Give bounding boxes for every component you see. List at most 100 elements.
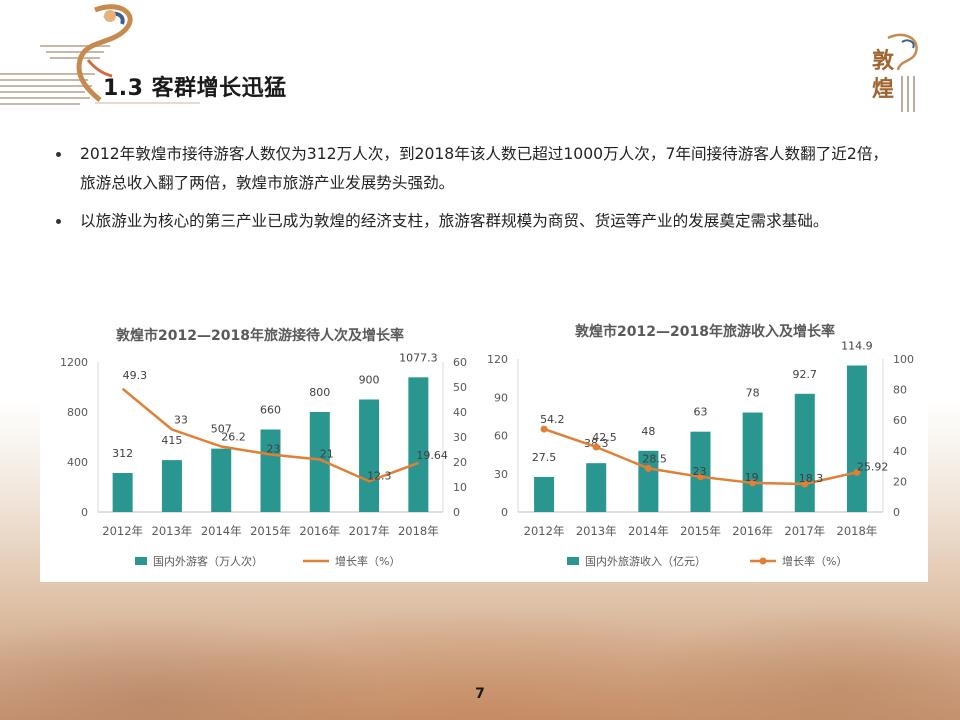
visitors-y-left-tick-label: 1200 xyxy=(60,356,88,369)
visitors-bar-value-label: 312 xyxy=(112,447,133,460)
chart-title-revenue: 敦煌市2012—2018年旅游收入及增长率 xyxy=(575,324,835,340)
visitors-legend-line-label: 增长率（%） xyxy=(335,554,400,568)
visitors-y-right-tick-label: 60 xyxy=(453,356,467,369)
revenue-bar-value-label: 63 xyxy=(694,406,708,419)
revenue-x-tick-label: 2014年 xyxy=(628,524,669,538)
revenue-y-right-tick-label: 0 xyxy=(893,506,900,519)
revenue-growth-value-label: 18.3 xyxy=(799,472,824,485)
revenue-growth-value-label: 19 xyxy=(745,471,759,484)
visitors-growth-value-label: 19.64 xyxy=(416,449,448,462)
visitors-growth-value-label: 26.2 xyxy=(221,431,246,444)
revenue-y-right-tick-label: 80 xyxy=(893,384,907,397)
decorative-flying-apsara xyxy=(0,4,200,105)
visitors-y-left-tick-label: 0 xyxy=(81,506,88,519)
visitors-y-right-tick-label: 40 xyxy=(453,406,467,419)
revenue-y-right-tick-label: 100 xyxy=(893,353,914,366)
visitors-growth-value-label: 23 xyxy=(267,443,281,456)
revenue-growth-value-label: 23 xyxy=(693,465,707,478)
revenue-growth-marker xyxy=(540,425,548,433)
revenue-y-right-tick-label: 20 xyxy=(893,475,907,488)
slide-title: 1.3 客群增长迅猛 xyxy=(103,76,287,101)
revenue-legend-line-marker xyxy=(759,557,767,565)
visitors-growth-line xyxy=(121,387,419,483)
visitors-bar xyxy=(408,377,429,512)
visitors-bar-value-label: 900 xyxy=(359,374,380,387)
visitors-x-tick-label: 2018年 xyxy=(398,524,439,538)
revenue-x-tick-label: 2013年 xyxy=(576,524,617,538)
revenue-growth-marker xyxy=(853,468,861,476)
visitors-x-tick-label: 2012年 xyxy=(102,524,143,538)
revenue-bar-value-label: 92.7 xyxy=(793,368,818,381)
revenue-y-right-tick-label: 40 xyxy=(893,445,907,458)
visitors-growth-value-label: 49.3 xyxy=(123,369,147,382)
visitors-growth-value-label: 33 xyxy=(174,414,188,427)
revenue-growth-value-label: 28.5 xyxy=(642,452,667,465)
revenue-x-tick-label: 2012年 xyxy=(524,524,565,538)
revenue-y-left-tick-label: 0 xyxy=(501,506,508,519)
visitors-bar xyxy=(112,473,133,512)
page-number: 7 xyxy=(475,686,485,702)
visitors-y-right-tick-label: 20 xyxy=(453,456,467,469)
revenue-bar xyxy=(846,365,867,512)
visitors-legend-bar-swatch xyxy=(135,557,147,565)
chart-title-visitors: 敦煌市2012—2018年旅游接待人次及增长率 xyxy=(116,328,404,344)
revenue-bar-value-label: 27.5 xyxy=(532,451,557,464)
bullet-text: 2012年敦煌市接待游客人数仅为312万人次，到2018年该人数已超过1000万… xyxy=(80,145,889,192)
revenue-growth-marker xyxy=(592,443,600,451)
visitors-y-right-tick-label: 50 xyxy=(453,381,467,394)
bullet-item: 以旅游业为核心的第三产业已成为敦煌的经济支柱，旅游客群规模为商贸、货运等产业的发… xyxy=(52,207,902,236)
revenue-growth-marker xyxy=(801,480,809,488)
bullet-list: 2012年敦煌市接待游客人数仅为312万人次，到2018年该人数已超过1000万… xyxy=(52,140,902,245)
revenue-y-left-tick-label: 60 xyxy=(494,430,508,443)
visitors-bar-value-label: 660 xyxy=(260,404,281,417)
bullet-dot xyxy=(56,152,61,157)
visitors-y-left-tick-label: 400 xyxy=(67,456,88,469)
revenue-growth-marker xyxy=(697,473,704,481)
revenue-growth-marker xyxy=(749,479,757,487)
visitors-bar-value-label: 800 xyxy=(309,386,330,399)
revenue-growth-value-label: 54.2 xyxy=(540,413,565,426)
visitors-bar xyxy=(161,460,182,512)
visitors-y-right-tick-label: 10 xyxy=(453,481,467,494)
visitors-bar xyxy=(211,448,232,512)
revenue-legend-bar-label: 国内外旅游收入（亿元） xyxy=(585,554,706,568)
visitors-bar xyxy=(260,429,281,512)
svg-text:煌: 煌 xyxy=(872,76,894,102)
revenue-y-left-tick-label: 30 xyxy=(494,468,508,481)
revenue-legend-bar-swatch xyxy=(567,557,579,565)
visitors-x-tick-label: 2014年 xyxy=(201,524,242,538)
revenue-x-tick-label: 2016年 xyxy=(732,524,773,538)
visitors-bar xyxy=(359,399,380,512)
revenue-bar-value-label: 114.9 xyxy=(841,340,873,353)
visitors-x-tick-label: 2016年 xyxy=(299,524,340,538)
bullet-text: 以旅游业为核心的第三产业已成为敦煌的经济支柱，旅游客群规模为商贸、货运等产业的发… xyxy=(80,212,829,230)
revenue-bar xyxy=(690,431,711,512)
svg-text:敦: 敦 xyxy=(872,48,895,74)
revenue-bar xyxy=(794,393,815,512)
revenue-legend-line-label: 增长率（%） xyxy=(782,554,847,568)
revenue-y-left-tick-label: 90 xyxy=(494,391,508,404)
visitors-bar xyxy=(309,412,330,512)
visitors-x-tick-label: 2015年 xyxy=(250,524,291,538)
bullet-dot xyxy=(56,219,61,224)
visitors-y-right-tick-label: 0 xyxy=(453,506,460,519)
visitors-bar-value-label: 507 xyxy=(211,423,232,436)
revenue-x-tick-label: 2018年 xyxy=(837,524,878,538)
bullet-item: 2012年敦煌市接待游客人数仅为312万人次，到2018年该人数已超过1000万… xyxy=(52,140,902,198)
revenue-bar xyxy=(742,412,763,512)
visitors-bar-value-label: 415 xyxy=(161,434,182,447)
visitors-bar-value-label: 1077.3 xyxy=(399,351,438,364)
visitors-growth-value-label: 12.3 xyxy=(367,469,392,482)
revenue-y-left-tick-label: 120 xyxy=(487,353,508,366)
revenue-bar-value-label: 78 xyxy=(746,387,760,400)
visitors-x-tick-label: 2017年 xyxy=(349,524,390,538)
revenue-x-tick-label: 2015年 xyxy=(680,524,721,538)
revenue-x-tick-label: 2017年 xyxy=(784,524,825,538)
visitors-y-right-tick-label: 30 xyxy=(453,431,467,444)
visitors-x-tick-label: 2013年 xyxy=(152,524,193,538)
revenue-y-right-tick-label: 60 xyxy=(893,414,907,427)
revenue-bar-value-label: 48 xyxy=(641,425,655,438)
visitors-growth-value-label: 21 xyxy=(320,448,334,461)
revenue-growth-marker xyxy=(644,464,652,472)
